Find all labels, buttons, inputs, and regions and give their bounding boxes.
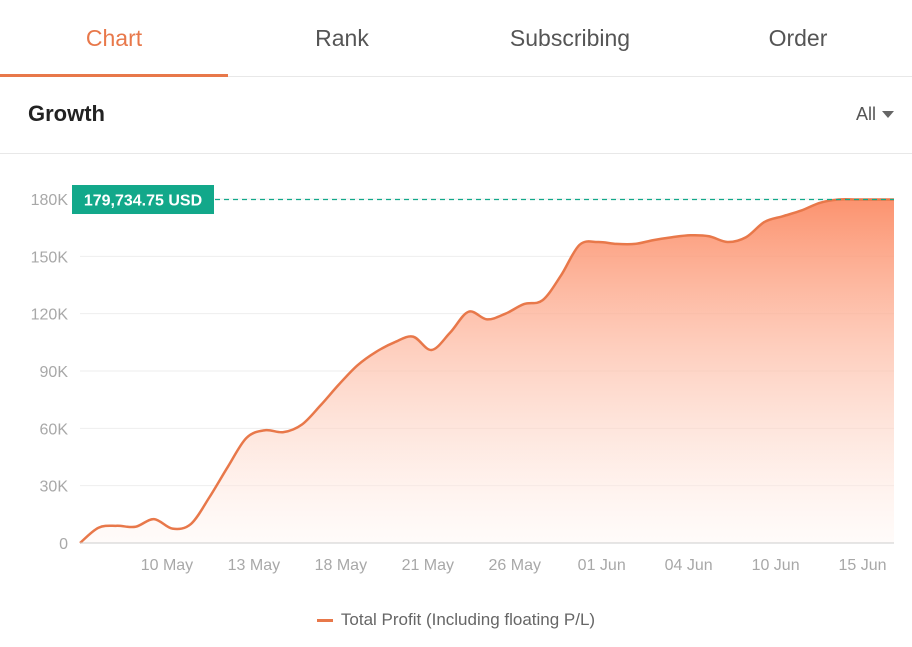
tab-subscribing[interactable]: Subscribing xyxy=(509,24,631,51)
page-title: Growth xyxy=(28,101,105,126)
caret-down-icon xyxy=(882,111,894,118)
series-area xyxy=(80,199,894,543)
legend-label: Total Profit (Including floating P/L) xyxy=(340,610,596,629)
x-tick-label: 10 May xyxy=(141,557,193,574)
chart-header: Growth All xyxy=(0,77,912,154)
last-value-label: 179,734.75 USD xyxy=(84,193,202,210)
x-tick-label: 13 May xyxy=(228,557,280,574)
range-dropdown-label: All xyxy=(855,104,876,124)
last-value-badge xyxy=(72,185,214,215)
x-tick-label: 01 Jun xyxy=(578,557,626,574)
chart-legend[interactable]: Total Profit (Including floating P/L) xyxy=(0,610,912,630)
x-tick-label: 21 May xyxy=(402,557,454,574)
y-tick-label: 60K xyxy=(40,421,69,438)
y-tick-label: 180K xyxy=(31,192,69,209)
x-tick-label: 26 May xyxy=(489,557,541,574)
y-tick-label: 30K xyxy=(40,479,69,496)
y-tick-label: 120K xyxy=(31,307,69,324)
tab-chart[interactable]: Chart xyxy=(0,0,228,77)
x-tick-label: 18 May xyxy=(315,557,367,574)
range-dropdown[interactable]: All xyxy=(856,104,894,125)
series-line[interactable] xyxy=(79,198,894,544)
legend-swatch xyxy=(316,618,333,622)
y-tick-label: 90K xyxy=(40,364,69,381)
tab-rank[interactable]: Rank xyxy=(315,24,369,51)
x-tick-label: 04 Jun xyxy=(665,557,713,574)
x-tick-label: 15 Jun xyxy=(839,557,887,574)
tab-order[interactable]: Order xyxy=(768,24,828,51)
y-tick-label: 150K xyxy=(31,249,69,266)
x-tick-label: 10 Jun xyxy=(752,557,800,574)
y-tick-label: 0 xyxy=(59,536,68,553)
growth-chart: 0 30K 60K 90K 120K 150K 180K 10 May 13 May 18 May… xyxy=(31,185,894,574)
tab-bar: Chart Rank Subscribing Order xyxy=(0,0,912,77)
